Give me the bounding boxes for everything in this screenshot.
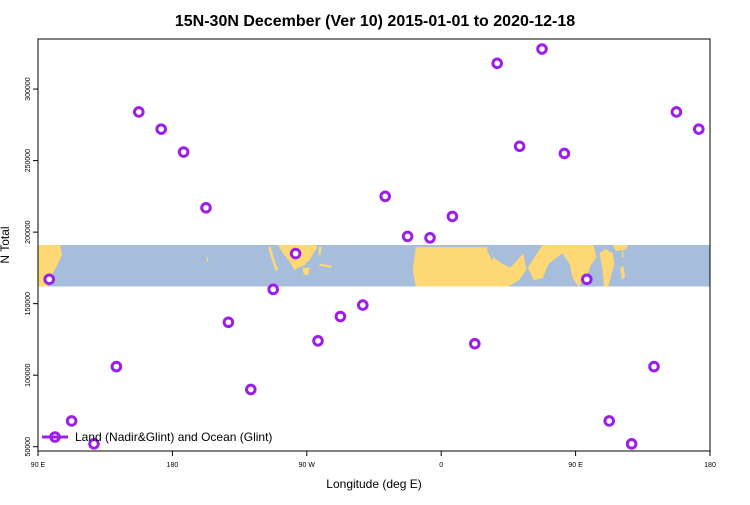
data-point (334, 310, 347, 323)
data-point (155, 123, 167, 135)
y-tick-label: 50000 (25, 437, 32, 457)
data-point (133, 106, 145, 118)
land-hawaii (206, 257, 209, 262)
land-indochina (599, 249, 615, 287)
x-axis-label: Longitude (deg E) (326, 477, 421, 491)
data-point (245, 383, 257, 396)
data-points (43, 43, 705, 450)
data-point (693, 123, 705, 135)
data-point (625, 438, 638, 450)
x-tick-label: 0 (439, 462, 443, 469)
land-south-asia-west (38, 245, 62, 287)
land-cuba (318, 263, 333, 268)
data-point (424, 232, 436, 244)
world-map-band (38, 245, 710, 287)
data-point (222, 316, 235, 329)
y-tick-label: 200000 (25, 220, 32, 243)
data-point (670, 106, 683, 118)
map-ocean (38, 245, 710, 287)
data-point (267, 283, 280, 296)
x-tick-label: 180 (704, 462, 716, 469)
legend-label: Land (Nadir&Glint) and Ocean (Glint) (75, 430, 272, 444)
chart-title: 15N-30N December (Ver 10) 2015-01-01 to … (175, 13, 575, 30)
x-tick-label: 90 W (299, 462, 316, 469)
data-point (603, 415, 616, 427)
data-point (200, 202, 212, 214)
data-point (312, 335, 324, 347)
land-baja (268, 247, 279, 271)
land-africa-arabia (412, 247, 527, 287)
y-axis-label: N Total (0, 226, 12, 263)
data-point (491, 57, 504, 70)
land-florida (318, 247, 322, 256)
plot-frame (37, 38, 711, 452)
data-point (536, 43, 548, 55)
land-yucatan (302, 267, 310, 275)
data-point (65, 415, 78, 427)
data-point (648, 360, 660, 373)
y-tick-label: 300000 (25, 77, 32, 100)
data-point (513, 140, 526, 153)
y-tick-label: 250000 (25, 149, 32, 172)
data-point (110, 360, 123, 373)
data-point (558, 147, 571, 160)
legend-marker (49, 431, 61, 443)
data-point (43, 273, 56, 286)
land-india-asia (527, 245, 597, 287)
data-point (446, 210, 459, 223)
data-point (88, 438, 100, 450)
x-tick-label: 90 E (568, 462, 583, 469)
data-point (401, 230, 414, 243)
data-point (357, 299, 369, 311)
land-china-coast (612, 245, 628, 252)
y-tick-label: 100000 (25, 363, 32, 386)
land-taiwan (621, 251, 624, 258)
x-tick-label: 90 E (31, 462, 46, 469)
red-sea (486, 247, 494, 261)
data-point (469, 337, 481, 350)
y-tick-label: 150000 (25, 292, 32, 315)
data-point (581, 273, 593, 286)
data-point (289, 247, 302, 260)
land-philippines (620, 265, 625, 281)
legend: Land (Nadir&Glint) and Ocean (Glint) (42, 430, 272, 444)
axes: 90 E 180 90 W 0 90 E 180 50000 100000 150000 2000… (25, 77, 716, 469)
data-point (177, 146, 190, 158)
x-tick-label: 180 (167, 462, 179, 469)
data-point (379, 190, 392, 203)
